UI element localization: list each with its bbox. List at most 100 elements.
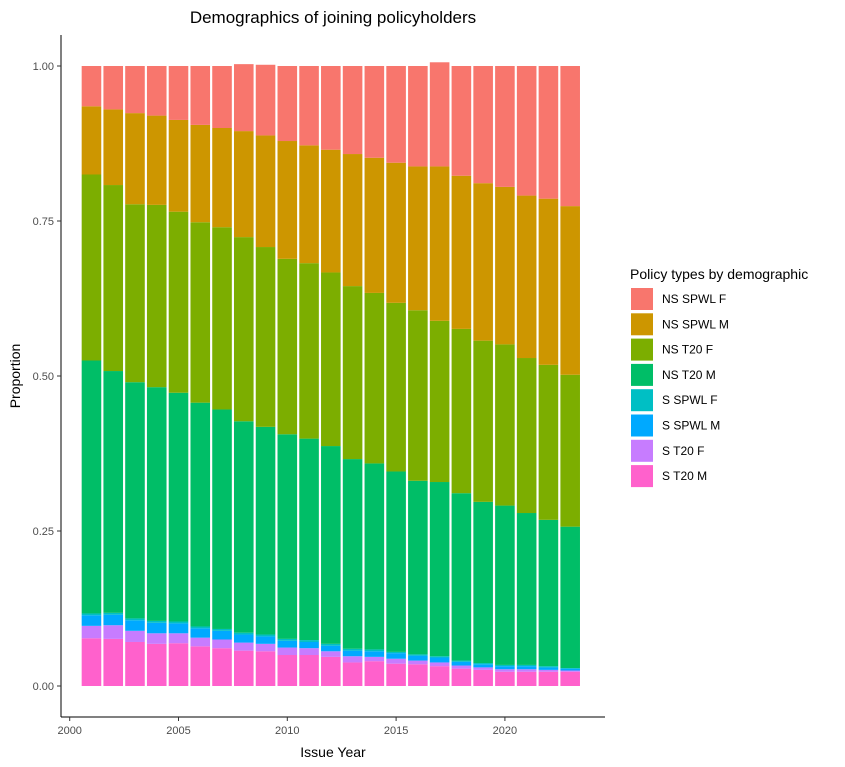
bar-s-spwl-m-2007 — [212, 630, 232, 640]
bar-s-t20-f-2004 — [146, 633, 167, 644]
bar-s-t20-f-2020 — [495, 669, 515, 672]
bar-ns-t20-f-2023 — [560, 374, 580, 527]
bar-ns-spwl-f-2014 — [364, 66, 385, 158]
bar-s-spwl-m-2022 — [538, 667, 559, 670]
bar-ns-t20-m-2019 — [473, 501, 493, 664]
bar-ns-spwl-m-2006 — [190, 124, 211, 223]
bar-ns-t20-f-2016 — [408, 310, 428, 481]
bar-ns-spwl-f-2002 — [103, 66, 124, 110]
chart-title: Demographics of joining policyholders — [190, 8, 476, 27]
bar-s-spwl-m-2013 — [342, 650, 363, 657]
x-tick-label: 2005 — [166, 725, 190, 737]
bar-s-t20-m-2021 — [516, 671, 537, 686]
bar-stack-2005 — [168, 66, 189, 686]
bar-ns-t20-f-2005 — [168, 211, 189, 393]
bar-ns-t20-f-2017 — [429, 320, 450, 483]
bar-ns-t20-m-2013 — [342, 459, 363, 649]
bar-ns-t20-m-2012 — [321, 446, 341, 644]
bar-s-t20-f-2003 — [125, 630, 145, 642]
bar-ns-spwl-m-2003 — [125, 113, 145, 205]
bar-s-t20-f-2008 — [233, 642, 254, 651]
bar-s-spwl-f-2015 — [386, 651, 406, 654]
bar-ns-t20-f-2001 — [81, 174, 102, 361]
bar-ns-t20-m-2001 — [81, 360, 102, 614]
bar-s-spwl-f-2006 — [190, 626, 211, 629]
bar-s-spwl-m-2011 — [299, 641, 319, 649]
bar-ns-t20-f-2019 — [473, 340, 493, 502]
bar-s-spwl-m-2021 — [516, 666, 537, 670]
bar-s-t20-f-2016 — [408, 660, 428, 665]
bar-s-t20-m-2001 — [81, 638, 102, 686]
bar-s-spwl-m-2008 — [233, 634, 254, 643]
bar-ns-spwl-f-2019 — [473, 66, 493, 184]
bar-ns-spwl-m-2015 — [386, 162, 406, 303]
bar-ns-spwl-f-2008 — [233, 64, 254, 132]
bar-ns-t20-f-2021 — [516, 358, 537, 514]
bar-s-t20-m-2008 — [233, 650, 254, 686]
legend-label-ns-spwl-f: NS SPWL F — [662, 292, 726, 306]
bar-s-spwl-m-2017 — [429, 657, 450, 663]
bar-stack-2019 — [473, 66, 493, 686]
bar-ns-t20-m-2022 — [538, 519, 559, 667]
bar-ns-spwl-m-2010 — [277, 141, 298, 259]
bar-ns-t20-m-2020 — [495, 505, 515, 665]
bar-ns-t20-m-2017 — [429, 482, 450, 657]
bar-s-spwl-m-2010 — [277, 640, 298, 648]
bar-s-spwl-m-2003 — [125, 620, 145, 631]
legend-swatch-s-t20-m — [631, 465, 653, 488]
bar-s-spwl-f-2014 — [364, 649, 385, 652]
bar-s-t20-m-2020 — [495, 671, 515, 686]
bar-s-t20-m-2018 — [451, 668, 472, 686]
bar-stack-2020 — [495, 66, 515, 686]
bar-s-t20-f-2005 — [168, 633, 189, 644]
bar-ns-spwl-m-2022 — [538, 198, 559, 365]
bar-ns-t20-f-2007 — [212, 227, 232, 410]
x-tick-label: 2020 — [493, 725, 517, 737]
bar-ns-spwl-m-2023 — [560, 206, 580, 375]
bar-ns-t20-m-2009 — [255, 426, 276, 635]
bar-ns-t20-f-2002 — [103, 185, 124, 372]
x-tick-label: 2015 — [384, 725, 408, 737]
bar-stack-2010 — [277, 66, 298, 686]
bar-stack-2007 — [212, 66, 232, 686]
legend-title: Policy types by demographic — [630, 266, 808, 282]
bar-stack-2018 — [451, 66, 472, 686]
bar-stack-2017 — [429, 62, 450, 686]
bar-ns-spwl-f-2018 — [451, 66, 472, 176]
bar-s-t20-f-2019 — [473, 667, 493, 670]
bar-s-spwl-f-2003 — [125, 618, 145, 621]
bar-s-t20-f-2006 — [190, 637, 211, 647]
bar-ns-spwl-f-2013 — [342, 66, 363, 155]
bar-ns-t20-f-2006 — [190, 222, 211, 403]
bar-ns-t20-f-2008 — [233, 237, 254, 422]
legend-label-s-spwl-m: S SPWL M — [662, 419, 720, 433]
bar-s-spwl-f-2008 — [233, 632, 254, 635]
bar-stack-2009 — [255, 64, 276, 686]
bar-ns-t20-m-2015 — [386, 471, 406, 652]
bar-s-t20-m-2013 — [342, 662, 363, 686]
bar-ns-spwl-f-2021 — [516, 66, 537, 196]
bar-s-t20-f-2023 — [560, 670, 580, 672]
bar-s-spwl-f-2002 — [103, 612, 124, 615]
bar-stack-2001 — [81, 66, 102, 686]
bar-ns-t20-f-2022 — [538, 364, 559, 520]
bar-s-spwl-f-2009 — [255, 634, 276, 637]
legend-swatch-s-t20-f — [631, 439, 653, 462]
bar-s-spwl-f-2011 — [299, 640, 319, 642]
bar-s-spwl-f-2023 — [560, 668, 580, 669]
bar-ns-spwl-f-2011 — [299, 66, 319, 146]
bar-ns-spwl-m-2007 — [212, 128, 232, 228]
bar-ns-spwl-m-2008 — [233, 131, 254, 238]
bar-ns-spwl-f-2005 — [168, 66, 189, 120]
bar-ns-t20-m-2021 — [516, 513, 537, 665]
bar-s-spwl-m-2023 — [560, 668, 580, 671]
legend-swatch-ns-spwl-f — [631, 288, 653, 310]
legend-swatch-ns-t20-m — [631, 363, 653, 386]
bar-ns-t20-f-2013 — [342, 286, 363, 460]
bar-s-t20-m-2007 — [212, 648, 232, 686]
bars-layer — [81, 62, 580, 686]
legend: Policy types by demographic NS SPWL F NS … — [630, 266, 808, 488]
bar-stack-2021 — [516, 66, 537, 686]
y-axis-title: Proportion — [7, 344, 23, 409]
bar-s-t20-f-2014 — [364, 656, 385, 662]
